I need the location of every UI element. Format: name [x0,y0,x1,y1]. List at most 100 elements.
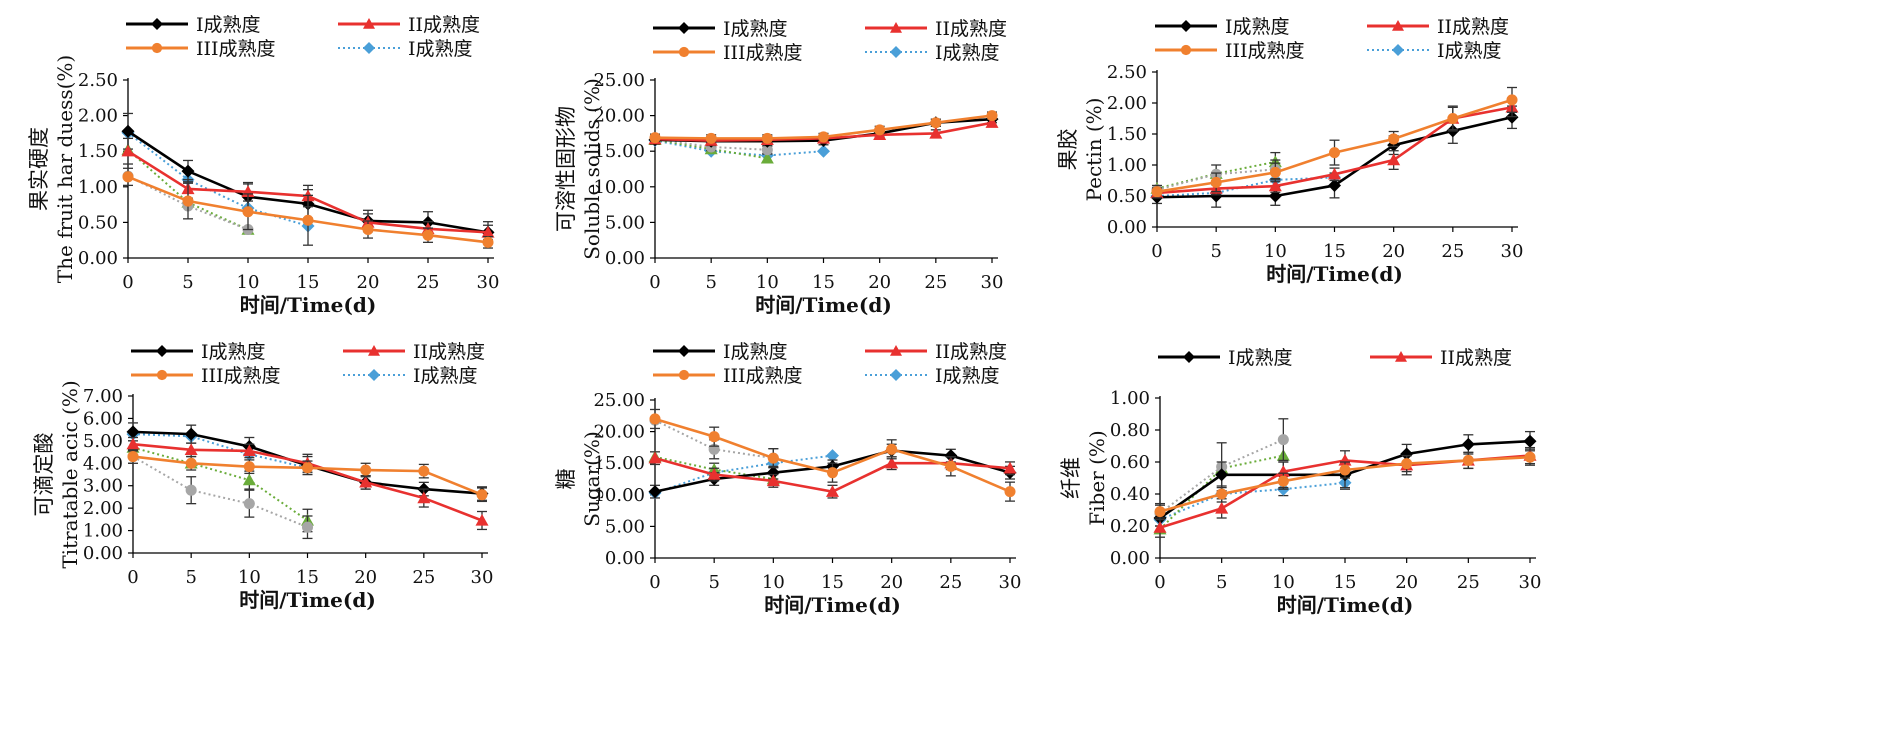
y-tick-label: 0.50 [1107,186,1147,207]
series-3 [122,167,494,249]
legend-entry: I成熟度 [1158,347,1293,369]
legend-entry: III成熟度 [126,38,276,60]
legend-entry: II成熟度 [865,18,1007,40]
series-line [654,454,833,494]
legend-marker [678,345,690,357]
data-point [1151,186,1163,198]
axes: 0.00 0.20 0.40 0.60 0.80 1.00 0 5 10 15 20 25 30 [1110,388,1542,593]
y-tick-label: 2.50 [78,70,118,91]
y-axis-label: 糖 Sugar(%) [554,431,604,526]
series-3 [127,449,488,503]
legend-entry: III成熟度 [1155,40,1305,62]
y-tick-label: 2.00 [1107,93,1147,114]
data-point [127,451,139,463]
data-point [1328,167,1341,180]
legend-marker [363,18,375,29]
legend-entry: II成熟度 [338,14,480,36]
y-tick-label: 1.00 [1107,155,1147,176]
data-point [1524,451,1536,463]
legend-marker [890,369,902,381]
y-tick-label: 0.00 [1107,217,1147,238]
x-tick-label: 25 [417,272,440,293]
x-tick-label: 5 [1216,572,1227,593]
x-tick-label: 10 [1264,241,1287,262]
legend-label: I成熟度 [723,341,788,363]
data-point [181,164,195,178]
data-point [1387,153,1401,166]
legend: I成熟度 II成熟度 [1158,347,1512,369]
data-point [929,126,943,139]
y-axis-label: 可滴定酸 Titratable acic (%) [32,380,82,568]
data-point [1153,521,1167,533]
legend-entry: III成熟度 [653,365,803,387]
x-tick-label: 5 [182,272,193,293]
legend-marker [1183,351,1195,363]
legend-marker [156,369,168,381]
x-axis-label: 时间/Time(d) [1277,593,1414,617]
y-axis-label-zh: 可溶性固形物 [554,106,578,232]
data-point [1461,437,1475,451]
series-3 [649,110,998,144]
data-point [767,452,779,464]
y-axis-label: 果胶 Pectin (%) [1056,98,1106,202]
axes: 0.00 0.50 1.00 1.50 2.00 2.50 0 5 10 15 20 25 30 [1107,62,1524,262]
legend-label: II成熟度 [1440,347,1512,369]
data-point [1401,458,1413,470]
data-point [1215,468,1229,482]
series-6 [127,451,314,540]
y-axis-label-en: The fruit har duess(%) [53,55,77,283]
x-tick-label: 15 [812,272,835,293]
legend-entry: I成熟度 [865,365,1000,387]
legend-entry: I成熟度 [1367,40,1502,62]
y-tick-label: 0.80 [1110,420,1150,441]
legend-label: I成熟度 [201,341,266,363]
series-line [127,131,309,227]
x-axis-label: 时间/Time(d) [240,293,377,317]
legend-label: II成熟度 [935,18,1007,40]
y-axis-label-en: Sugar(%) [580,431,604,526]
y-tick-label: 4.00 [83,453,123,474]
legend-entry: I成熟度 [131,341,266,363]
data-point [1400,447,1414,461]
y-tick-label: 25.00 [593,390,645,411]
legend-entry: I成熟度 [1155,16,1290,38]
legend-label: III成熟度 [723,42,803,64]
legend-entry: II成熟度 [1367,16,1509,38]
data-point [362,223,374,236]
y-tick-label: 0.00 [605,248,645,269]
x-tick-label: 20 [354,567,377,588]
legend-marker [363,42,375,54]
data-point [1215,501,1229,514]
series-3 [1151,86,1518,199]
y-tick-label: 3.00 [83,476,123,497]
legend-entry: I成熟度 [653,341,788,363]
data-point [944,449,958,463]
legend-marker [156,345,168,357]
data-point [242,206,254,218]
x-tick-label: 10 [238,567,261,588]
legend-marker [890,345,902,356]
legend-marker [678,46,690,58]
legend-label: III成熟度 [196,38,276,60]
legend-label: III成熟度 [723,365,803,387]
y-tick-label: 20.00 [593,422,645,443]
x-tick-label: 15 [821,572,844,593]
x-axis-label: 时间/Time(d) [1266,262,1403,286]
x-tick-label: 20 [880,572,903,593]
y-tick-label: 5.00 [605,212,645,233]
data-point [417,491,431,504]
legend-marker [678,22,690,34]
x-tick-label: 0 [122,272,133,293]
data-point [1338,453,1352,466]
data-point [1269,166,1281,178]
x-tick-label: 25 [939,572,962,593]
x-tick-label: 25 [924,272,947,293]
x-tick-label: 5 [708,572,719,593]
legend-label: I成熟度 [935,42,1000,64]
x-tick-label: 0 [649,572,660,593]
legend-label: I成熟度 [196,14,261,36]
